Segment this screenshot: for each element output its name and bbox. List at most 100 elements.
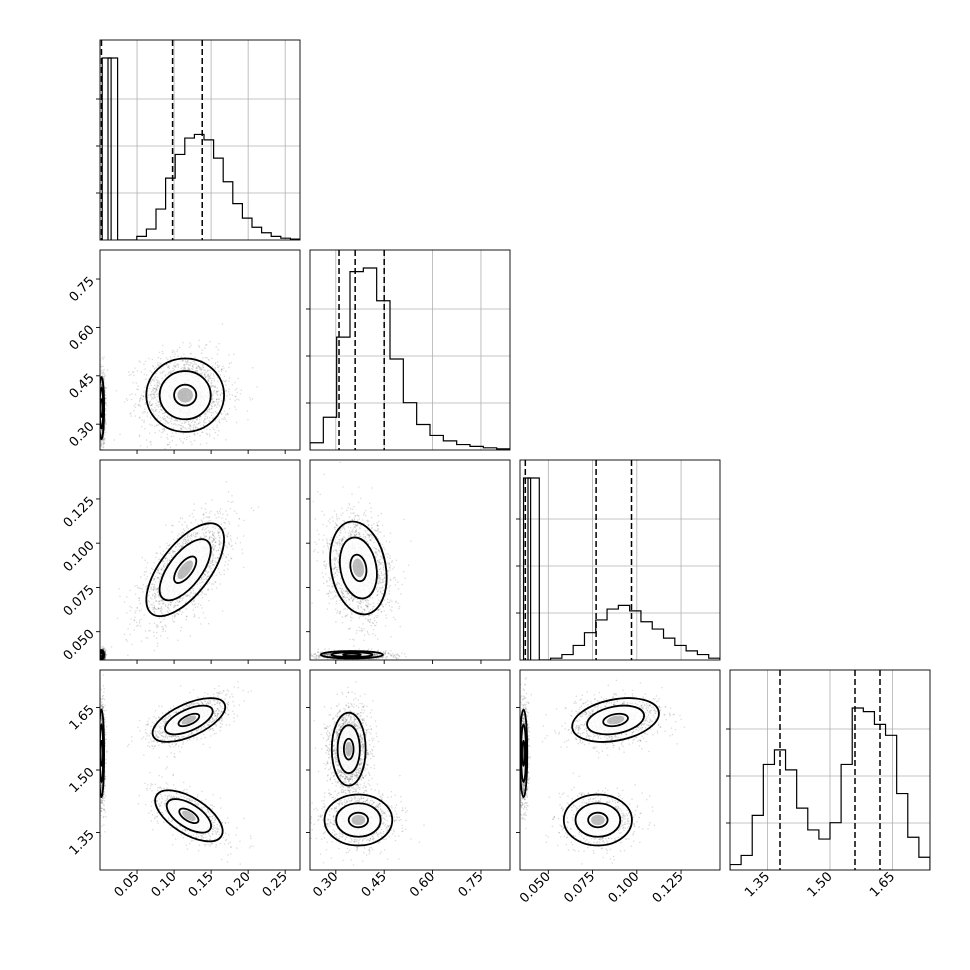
contour-line [319, 650, 384, 660]
x-tick-label: 0.25 [260, 869, 291, 900]
x-tick-label: 0.45 [359, 869, 390, 900]
density-core [352, 558, 365, 578]
contour-fill [338, 726, 360, 773]
contour-line [520, 723, 527, 783]
histogram-panel-1 [306, 249, 511, 451]
contour-line [154, 789, 224, 843]
contour-line [574, 802, 622, 838]
density-core [182, 810, 196, 821]
panel-frame [309, 459, 511, 661]
x-tick-label: 0.050 [517, 869, 554, 906]
contour-fill [340, 538, 377, 598]
x-tick-label: 0.125 [650, 869, 687, 906]
contour-fill [521, 725, 526, 781]
density-core [345, 653, 359, 656]
contour-fill [588, 706, 643, 734]
y-tick-label: 0.45 [67, 371, 98, 402]
scatter-panel-3-1 [306, 669, 511, 874]
contour-line [330, 651, 374, 659]
y-tick-label: 0.75 [67, 274, 98, 305]
y-tick-label: 0.100 [61, 538, 98, 575]
contour-line [158, 370, 212, 421]
histogram-steps [107, 57, 300, 240]
histogram-panel-3 [726, 669, 931, 871]
contour-line [151, 697, 227, 743]
contour-line [329, 520, 388, 616]
x-tick-label: 0.15 [186, 869, 217, 900]
contour-group [100, 522, 225, 660]
contour-group [100, 697, 227, 843]
x-tick-label: 0.75 [456, 869, 487, 900]
contour-line [100, 649, 105, 660]
contour-line [342, 737, 355, 761]
contour-line [178, 807, 200, 825]
contour-line [100, 708, 105, 798]
y-tick-label: 1.50 [67, 765, 98, 796]
contour-line [571, 697, 660, 743]
panel-frame [99, 39, 301, 241]
x-tick-label: 0.075 [561, 869, 598, 906]
panel-frame [519, 459, 721, 661]
contour-line [349, 553, 368, 583]
y-tick-label: 0.050 [61, 627, 98, 664]
density-core [177, 387, 193, 403]
contour-line [145, 357, 225, 433]
y-tick-label: 0.30 [67, 419, 98, 450]
y-tick-label: 0.125 [61, 494, 98, 531]
contour-line [586, 704, 645, 736]
contour-line [158, 538, 212, 602]
x-tick-label: 0.05 [112, 869, 143, 900]
contour-line [165, 798, 212, 834]
contour-line [347, 811, 369, 829]
density-core [522, 744, 525, 763]
contour-group [323, 711, 394, 847]
density-core [606, 715, 625, 725]
histogram-panel-0 [96, 39, 301, 241]
density-core [591, 814, 605, 826]
histogram-steps [310, 267, 510, 450]
contour-line [338, 536, 378, 600]
scatter-panel-2-1 [306, 459, 511, 664]
y-tick-label: 1.65 [67, 703, 98, 734]
contour-fill [576, 803, 620, 837]
contour-group [100, 357, 225, 441]
contour-line [164, 704, 214, 736]
y-tick-label: 0.60 [67, 322, 98, 353]
contour-line [342, 652, 362, 657]
density-core [100, 401, 103, 415]
histogram-steps [527, 477, 720, 660]
contour-line [323, 793, 394, 847]
x-tick-label: 1.50 [805, 869, 836, 900]
x-tick-label: 0.10 [149, 869, 180, 900]
x-tick-label: 0.30 [310, 869, 341, 900]
contour-line [521, 739, 526, 767]
panel-frame [99, 459, 301, 661]
contour-fill [167, 799, 211, 832]
contour-line [335, 802, 382, 838]
scatter-panel-3-0 [96, 669, 301, 874]
scatter-points [310, 681, 425, 870]
contour-group [319, 520, 388, 660]
contour-fill [160, 372, 210, 419]
x-tick-label: 0.20 [223, 869, 254, 900]
density-core [181, 715, 197, 725]
histogram-steps [730, 707, 930, 870]
x-tick-label: 0.60 [407, 869, 438, 900]
density-core [345, 741, 353, 757]
x-tick-label: 0.100 [606, 869, 643, 906]
panel-frame [99, 249, 301, 451]
y-tick-label: 0.075 [61, 582, 98, 619]
scatter-panel-2-0 [96, 459, 301, 664]
contour-fill [332, 652, 372, 658]
contour-line [173, 555, 198, 584]
contour-line [587, 811, 609, 829]
contour-group [520, 697, 660, 847]
contour-line [602, 712, 629, 728]
scatter-panel-3-2 [516, 669, 721, 874]
contour-line [173, 383, 198, 407]
contour-line [100, 376, 105, 441]
panel-frame [309, 249, 511, 451]
density-core [351, 814, 366, 826]
contour-line [145, 522, 225, 618]
